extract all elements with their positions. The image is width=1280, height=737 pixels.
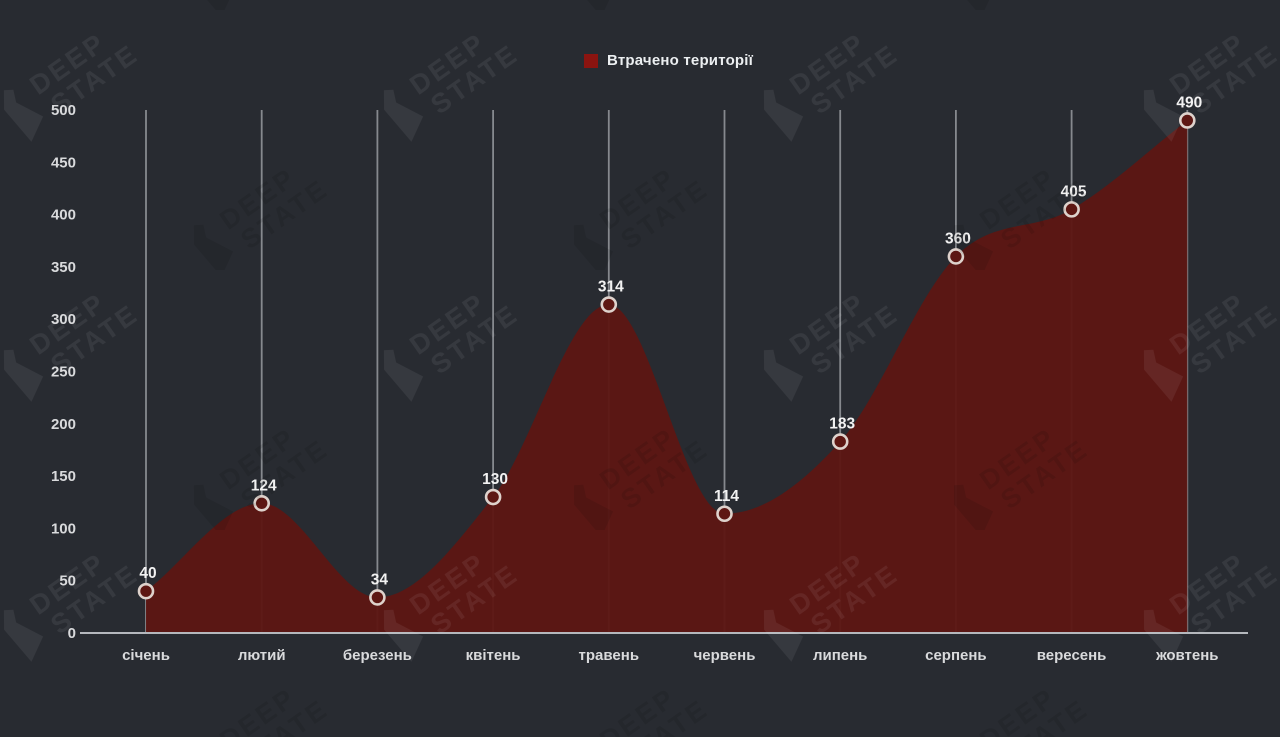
legend-item[interactable]: Втрачено території: [584, 52, 753, 69]
legend-label: Втрачено території: [607, 52, 754, 69]
legend-swatch: [584, 53, 598, 68]
